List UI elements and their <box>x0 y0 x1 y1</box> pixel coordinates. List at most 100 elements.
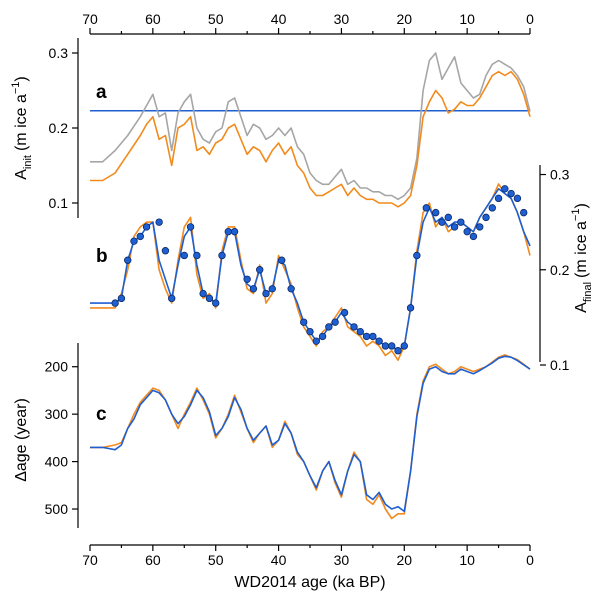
y-tick-label: 300 <box>45 406 69 422</box>
a-ylabel-unit: (m ice a <box>13 94 30 151</box>
series-line-orange <box>90 70 531 208</box>
data-marker <box>340 308 349 317</box>
x-tick-label: 50 <box>208 11 224 27</box>
data-marker <box>205 294 214 303</box>
data-marker <box>513 194 522 203</box>
top-axis-ticks: 70 60 50 40 30 20 10 0 <box>82 11 534 34</box>
data-marker <box>400 342 408 350</box>
data-marker <box>268 285 276 293</box>
b-ylabel-sup: −1 <box>570 209 582 222</box>
data-marker <box>262 289 270 298</box>
data-marker <box>193 251 201 260</box>
y-tick-label: 0.2 <box>49 120 69 136</box>
data-marker <box>256 266 264 274</box>
data-marker <box>488 204 496 212</box>
data-marker <box>394 347 402 355</box>
data-marker <box>362 332 371 341</box>
data-marker <box>438 218 446 226</box>
panel-a-series <box>90 52 531 208</box>
data-marker <box>124 256 132 264</box>
series-line-gray <box>90 52 531 201</box>
panel-b-y-ticks: 0.1 0.2 0.3 <box>540 167 570 373</box>
panel-b-markers <box>111 185 528 355</box>
b-ylabel-close: ) <box>573 203 590 208</box>
data-marker <box>413 251 421 260</box>
data-marker <box>224 227 232 236</box>
y-tick-label: 400 <box>45 454 69 470</box>
bottom-axis-ticks: 70 60 50 40 30 20 10 0 <box>82 545 534 568</box>
x-tick-label: 70 <box>82 552 98 568</box>
data-marker <box>142 223 151 231</box>
x-axis-label: WD2014 age (ka BP) <box>234 574 385 591</box>
x-tick-label: 10 <box>459 552 475 568</box>
data-marker <box>422 204 430 212</box>
y-tick-label: 0.1 <box>49 195 69 211</box>
y-tick-label: 0.3 <box>49 45 69 61</box>
data-marker <box>318 332 327 341</box>
y-tick-label: 200 <box>45 359 69 375</box>
data-marker <box>507 189 515 198</box>
data-marker <box>218 251 226 260</box>
data-marker <box>388 342 396 350</box>
data-marker <box>501 185 509 193</box>
data-marker <box>406 304 415 312</box>
data-marker <box>469 232 478 241</box>
x-tick-label: 40 <box>271 552 287 568</box>
data-marker <box>482 213 490 222</box>
panel-a: 0.1 0.2 0.3 a Ainit (m ice a−1) <box>10 38 531 218</box>
data-marker <box>180 251 188 260</box>
series-line-blue <box>90 188 531 352</box>
data-marker <box>325 323 333 331</box>
data-marker <box>111 299 119 307</box>
x-tick-label: 60 <box>145 11 161 27</box>
x-tick-label: 30 <box>334 552 350 568</box>
b-ylabel-unit: (m ice a <box>573 221 590 278</box>
y-tick-label: 0.3 <box>550 167 570 183</box>
series-line-blue <box>90 355 531 513</box>
x-tick-label: 0 <box>526 552 534 568</box>
data-marker <box>161 247 170 255</box>
panel-b-y-label: Afinal (m ice a−1) <box>570 203 594 313</box>
data-marker <box>369 332 377 341</box>
panel-a-y-label: Ainit (m ice a−1) <box>10 76 34 180</box>
data-marker <box>155 218 163 226</box>
a-ylabel-sup: −1 <box>10 82 22 95</box>
panel-c-label: c <box>96 404 107 425</box>
x-tick-label: 70 <box>82 11 98 27</box>
x-tick-label: 10 <box>459 11 475 27</box>
data-marker <box>312 337 320 345</box>
data-marker <box>457 218 465 226</box>
panel-a-label: a <box>96 82 107 103</box>
panel-c-series <box>90 354 531 520</box>
data-marker <box>287 285 295 293</box>
x-tick-label: 20 <box>396 552 412 568</box>
x-tick-label: 20 <box>396 11 412 27</box>
x-tick-label: 40 <box>271 11 287 27</box>
data-marker <box>381 342 390 350</box>
panel-c-y-label: Δage (year) <box>13 398 30 482</box>
panel-c-y-ticks: 200 300 400 500 <box>45 359 78 517</box>
b-ylabel-main: A <box>573 302 590 313</box>
data-marker <box>278 256 286 264</box>
y-tick-label: 0.1 <box>550 357 570 373</box>
data-marker <box>230 227 239 236</box>
data-marker <box>350 323 358 331</box>
a-ylabel-sub: init <box>22 155 34 169</box>
y-tick-label: 0.2 <box>550 262 570 278</box>
b-ylabel-sub: final <box>582 282 594 302</box>
x-tick-label: 60 <box>145 552 161 568</box>
data-marker <box>117 294 126 303</box>
data-marker <box>249 285 258 293</box>
data-marker <box>375 337 383 345</box>
panel-b-label: b <box>96 246 108 267</box>
data-marker <box>520 208 528 217</box>
x-tick-label: 30 <box>334 11 350 27</box>
data-marker <box>331 318 339 326</box>
series-line-orange <box>90 354 531 520</box>
panel-c: 200 300 400 500 c Δage (year) <box>13 343 531 528</box>
data-marker <box>300 318 308 326</box>
data-marker <box>463 227 471 236</box>
data-marker <box>450 223 459 231</box>
data-marker <box>476 223 484 231</box>
data-marker <box>444 213 452 222</box>
